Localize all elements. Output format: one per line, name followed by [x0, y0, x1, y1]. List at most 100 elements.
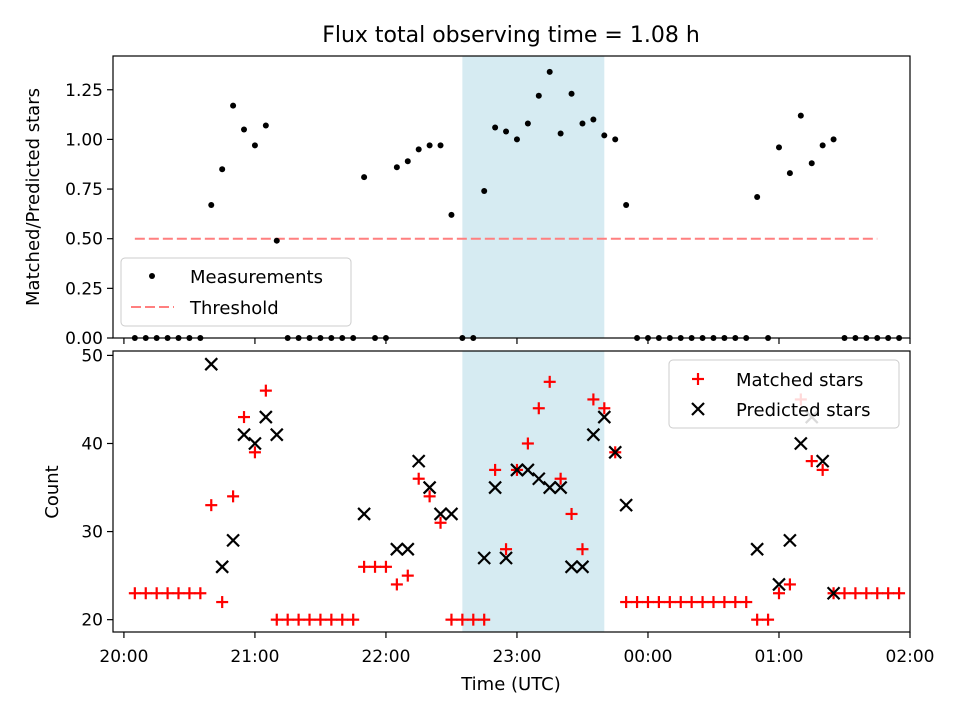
predicted-star-point	[237, 427, 251, 442]
legend-matched-marker	[692, 373, 704, 385]
matched-star-point	[358, 560, 371, 573]
measurement-point	[579, 120, 586, 127]
measurement-point	[241, 126, 248, 133]
ratio-x-axis	[123, 338, 911, 344]
matched-star-point	[139, 587, 152, 600]
measurement-point	[251, 142, 258, 149]
matched-star-point	[423, 490, 436, 503]
predicted-star-point	[564, 560, 579, 574]
measurement-point	[513, 136, 520, 143]
predicted-star-point	[259, 410, 273, 424]
matched-star-point	[751, 613, 764, 626]
predicted-star-point	[521, 463, 535, 477]
measurement-point	[361, 174, 368, 181]
matched-star-point	[554, 472, 567, 485]
ratio-y-axis: 0.00 0.25 0.50 0.75 1.00 1.25	[65, 81, 113, 349]
predicted-star-point	[575, 560, 590, 574]
matched-star-point	[772, 587, 785, 600]
matched-star-point	[816, 463, 829, 476]
matched-star-point	[740, 596, 753, 609]
predicted-star-point	[532, 471, 546, 486]
predicted-star-point	[597, 410, 612, 424]
predicted-star-point	[542, 480, 557, 495]
measurement-point	[262, 122, 269, 129]
measurement-point	[819, 142, 826, 149]
predicted-star-point	[357, 507, 371, 521]
count-legend: Matched stars Predicted stars	[668, 359, 900, 429]
matched-star-point	[194, 587, 207, 600]
predicted-star-point	[411, 454, 426, 468]
matched-star-point	[238, 411, 251, 424]
matched-star-point	[631, 596, 644, 609]
matched-star-point	[489, 463, 502, 476]
matched-star-point	[314, 613, 327, 626]
matched-star-point	[521, 437, 534, 450]
ratio-plot-frame	[112, 55, 911, 339]
matched-star-point	[500, 543, 513, 556]
matched-star-point	[150, 587, 163, 600]
matched-star-point	[663, 596, 676, 609]
matched-star-point	[401, 569, 414, 582]
matched-star-point	[860, 587, 873, 600]
predicted-star-point	[433, 507, 448, 521]
matched-star-point	[652, 596, 665, 609]
measurement-point	[230, 102, 237, 109]
matched-star-point	[707, 596, 720, 609]
legend-matched-label: Matched stars	[736, 370, 863, 391]
predicted-star-point	[783, 533, 797, 548]
matched-star-point	[729, 596, 742, 609]
matched-star-point	[205, 499, 218, 512]
matched-star-point	[598, 402, 611, 415]
matched-star-point	[576, 543, 589, 556]
predicted-star-point	[586, 427, 601, 442]
measurement-point	[612, 136, 619, 143]
predicted-star-point	[750, 542, 764, 556]
matched-star-point	[641, 596, 654, 609]
matched-star-point	[893, 587, 906, 600]
matched-star-point	[128, 587, 141, 600]
predicted-star-point	[422, 480, 437, 495]
matched-star-point	[227, 490, 240, 503]
y-tick-label: 30	[81, 523, 103, 543]
matched-star-point	[336, 613, 349, 626]
matched-star-point	[369, 560, 382, 573]
matched-star-point	[379, 560, 392, 573]
ratio-panel: 0.00 0.25 0.50 0.75 1.00 1.25 Matched/Predict…	[23, 55, 911, 349]
matched-star-point	[532, 402, 545, 415]
matched-star-point	[587, 393, 600, 406]
matched-star-point	[871, 587, 884, 600]
measurement-point	[393, 164, 400, 171]
matched-star-point	[805, 455, 818, 468]
count-plot-frame	[112, 350, 911, 633]
ratio-points	[131, 68, 903, 341]
matched-star-point	[696, 596, 709, 609]
matched-star-point	[882, 587, 895, 600]
measurement-point	[219, 166, 226, 173]
predicted-star-point	[248, 436, 262, 451]
legend-measurements-label: Measurements	[190, 267, 323, 288]
measurement-point	[754, 194, 761, 200]
matched-star-point	[838, 587, 851, 600]
matched-star-point	[467, 613, 480, 626]
measurement-point	[524, 120, 531, 127]
y-tick-label: 40	[81, 434, 103, 454]
measurement-point	[786, 170, 793, 177]
x-tick-label: 20:00	[99, 647, 148, 667]
matched-star-point	[390, 578, 403, 591]
y-tick-label: 0.50	[65, 230, 103, 250]
matched-star-point	[762, 613, 775, 626]
measurement-point	[557, 130, 564, 137]
x-axis-label: Time (UTC)	[460, 674, 561, 695]
x-tick-label: 02:00	[886, 647, 935, 667]
x-tick-label: 01:00	[754, 647, 803, 667]
predicted-star-point	[226, 533, 240, 548]
measurement-point	[546, 68, 553, 75]
ratio-legend: Measurements Threshold	[120, 257, 352, 327]
measurement-point	[590, 116, 597, 123]
matched-star-point	[412, 472, 425, 485]
legend-measurements-marker	[149, 273, 155, 279]
matched-star-point	[303, 613, 316, 626]
matched-star-point	[270, 613, 283, 626]
measurement-point	[492, 124, 499, 131]
matched-star-point	[445, 613, 458, 626]
